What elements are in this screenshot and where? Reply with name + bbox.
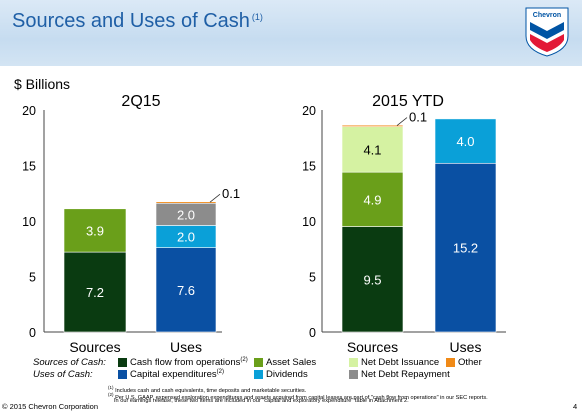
unit-label: $ Billions [14,76,71,92]
legend-swatch-cash-flow [118,358,127,367]
footnote-2: (2) Per U.S. GAAP, expensed exploration … [108,391,488,402]
legend-swatch-capex [118,370,127,379]
footnote-1: (1) Includes cash and cash equivalents, … [108,384,306,395]
legend-label-other: Other [458,357,482,368]
bar-segment-2q15-uses-capital-expenditures [155,247,217,333]
title-banner: Sources and Uses of Cash (1) Chevron [0,0,582,66]
legend-sources-caption: Sources of Cash: [33,357,106,368]
data-label-2015-ytd-sources-net-debt-issuance: 4.1 [363,142,381,157]
footnote-1-mark: (1) [108,385,114,390]
footnote-2-line-1: Per U.S. GAAP, expensed exploration expe… [115,394,488,401]
y-tick-label-2015-ytd-0: 0 [309,326,316,340]
legend-note-cash-flow: (2) [240,357,248,363]
bar-segment-2015-ytd-sources-other [341,124,404,127]
title-footnote-mark: (1) [251,12,263,22]
y-tick-label-2q15-5: 5 [29,271,36,285]
legend-label-net-debt-repayment: Net Debt Repayment [361,369,450,380]
page-title-text: Sources and Uses of Cash [12,10,250,32]
legend-label-asset-sales: Asset Sales [266,357,317,368]
copyright: © 2015 Chevron Corporation [2,402,98,411]
category-label-2015-ytd-sources: Sources [347,339,398,355]
legend-uses-caption: Uses of Cash: [33,369,93,380]
data-label-2015-ytd-sources-other: 0.1 [409,110,427,125]
data-label-2q15-sources-asset-sales: 3.9 [86,223,104,238]
legend-label-net-debt-issuance: Net Debt Issuance [361,357,440,368]
y-tick-label-2015-ytd-15: 15 [302,160,316,174]
legend-note-capex: (2) [216,369,224,375]
data-label-2q15-uses-capital-expenditures: 7.6 [177,283,195,298]
leader-line-2015-ytd-sources-other [396,117,408,126]
y-tick-label-2015-ytd-5: 5 [309,271,316,285]
bar-segment-2q15-sources-asset-sales [63,208,127,253]
data-label-2015-ytd-sources-asset-sales: 4.9 [363,192,381,207]
chart-title-2015-ytd: 2015 YTD [372,93,444,110]
legend-label-dividends: Dividends [266,369,308,380]
bar-segment-2q15-sources-cash-flow-from-operations [63,251,127,333]
logo-wordmark: Chevron [533,12,561,19]
category-label-2q15-sources: Sources [69,339,120,355]
legend-swatch-asset-sales [254,358,263,367]
bar-segment-2015-ytd-sources-asset-sales [341,171,404,227]
legend-label-cash-flow: Cash flow from operations [130,357,241,369]
bar-segment-2015-ytd-uses-dividends [434,118,497,164]
legend-swatch-other [446,358,455,367]
legend-label-capex: Capital expenditures [130,369,217,381]
data-label-2q15-uses-net-debt-repayment: 2.0 [177,207,195,222]
legend-swatch-net-debt-issuance [349,358,358,367]
bar-segment-2015-ytd-sources-net-debt-issuance [341,126,404,173]
footnote-2-mark: (2) [108,392,114,397]
bar-segment-2015-ytd-sources-cash-flow-from-operations [341,226,404,333]
y-tick-label-2015-ytd-20: 20 [302,104,316,118]
legend-swatch-dividends [254,370,263,379]
y-tick-label-2q15-10: 10 [22,215,36,229]
y-tick-label-2q15-0: 0 [29,326,36,340]
y-tick-label-2q15-15: 15 [22,160,36,174]
legend-swatch-net-debt-repayment [349,370,358,379]
category-label-2q15-uses: Uses [170,339,202,355]
page-title: Sources and Uses of Cash (1) [12,10,263,33]
chevron-logo: Chevron [525,7,569,57]
data-label-2q15-uses-other: 0.1 [222,186,240,201]
leader-line-2q15-uses-other [209,193,221,203]
stacked-bar-charts: 2Q15 0 5 10 15 20 7.2 3.9 Sources 7.6 2.0 2.0 0.1 Use… [22,93,506,355]
chart-title-2q15: 2Q15 [121,93,160,110]
bar-segment-2015-ytd-uses-capital-expenditures [434,162,497,333]
data-label-2015-ytd-sources-cash-flow-from-operations: 9.5 [363,272,381,287]
y-tick-label-2q15-20: 20 [22,104,36,118]
data-label-2q15-uses-dividends: 2.0 [177,230,195,245]
legend-item-cash-flow: Cash flow from operations(2) [130,357,248,368]
data-label-2q15-sources-cash-flow-from-operations: 7.2 [86,285,104,300]
footnote-2-continued: In our earnings release, these two items… [114,398,409,404]
legend-item-capex: Capital expenditures(2) [130,369,224,380]
data-label-2015-ytd-uses-capital-expenditures: 15.2 [453,241,478,256]
bar-segment-2q15-uses-other [155,201,217,204]
category-label-2015-ytd-uses: Uses [450,339,482,355]
y-tick-label-2015-ytd-10: 10 [302,215,316,229]
data-label-2015-ytd-uses-dividends: 4.0 [456,134,474,149]
page-number: 4 [573,402,578,411]
footnote-1-text: Includes cash and cash equivalents, time… [115,387,307,394]
